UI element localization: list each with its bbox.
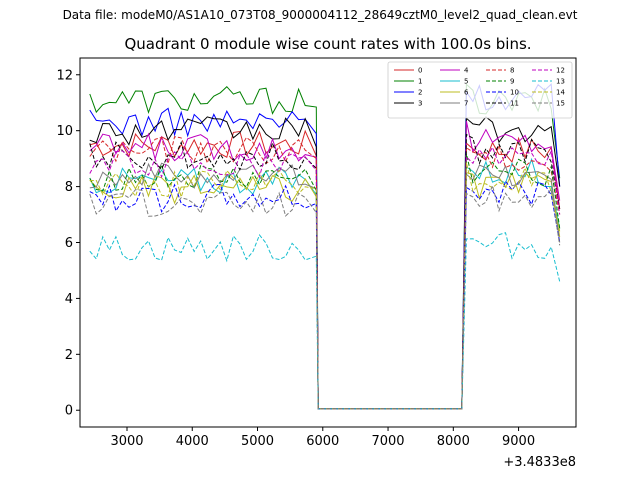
legend-label-6: 6 bbox=[464, 89, 469, 97]
x-offset-label: +3.4833e8 bbox=[503, 455, 576, 470]
legend-label-2: 2 bbox=[418, 89, 422, 97]
y-tick-label: 6 bbox=[65, 236, 73, 251]
series-line-13 bbox=[89, 232, 561, 410]
x-tick-label: 7000 bbox=[371, 434, 404, 449]
legend-label-4: 4 bbox=[464, 67, 469, 75]
legend-label-12: 12 bbox=[556, 67, 565, 75]
legend-label-11: 11 bbox=[510, 100, 519, 108]
y-tick-label: 2 bbox=[65, 348, 73, 363]
x-tick-label: 6000 bbox=[306, 434, 339, 449]
y-tick-label: 4 bbox=[65, 292, 73, 307]
legend-label-15: 15 bbox=[556, 100, 565, 108]
legend-label-1: 1 bbox=[418, 78, 422, 86]
supertitle: Data file: modeM0/AS1A10_073T08_90000041… bbox=[62, 8, 578, 22]
x-tick-label: 9000 bbox=[502, 434, 535, 449]
x-tick-label: 5000 bbox=[241, 434, 274, 449]
series-line-4 bbox=[89, 120, 561, 410]
y-tick-label: 12 bbox=[56, 68, 73, 83]
legend-label-14: 14 bbox=[556, 89, 565, 97]
legend-label-7: 7 bbox=[464, 100, 468, 108]
series-line-9 bbox=[89, 153, 561, 410]
series-line-5 bbox=[89, 157, 561, 410]
x-tick-label: 3000 bbox=[110, 434, 143, 449]
y-tick-label: 0 bbox=[65, 404, 73, 419]
y-axis: 0 2 4 6 8 10 12 bbox=[56, 68, 80, 419]
series-line-15 bbox=[89, 183, 561, 410]
series-line-0 bbox=[89, 129, 561, 410]
legend-label-3: 3 bbox=[418, 100, 422, 108]
x-axis: 3000 4000 5000 6000 7000 8000 9000 bbox=[110, 427, 535, 449]
legend-label-0: 0 bbox=[418, 67, 422, 75]
legend-frame bbox=[387, 61, 573, 119]
y-tick-label: 10 bbox=[56, 124, 73, 139]
series-line-10 bbox=[89, 180, 561, 410]
chart-title: Quadrant 0 module wise count rates with … bbox=[124, 35, 531, 53]
legend-label-13: 13 bbox=[556, 78, 565, 86]
legend-label-8: 8 bbox=[510, 67, 514, 75]
y-tick-label: 8 bbox=[65, 180, 73, 195]
series-line-6 bbox=[89, 171, 561, 410]
series-layer bbox=[89, 83, 561, 410]
series-line-14 bbox=[89, 162, 561, 410]
legend-label-9: 9 bbox=[510, 78, 514, 86]
series-line-11 bbox=[89, 133, 561, 410]
x-tick-label: 8000 bbox=[437, 434, 470, 449]
series-line-3 bbox=[89, 116, 561, 410]
series-line-8 bbox=[89, 136, 561, 410]
legend-label-5: 5 bbox=[464, 78, 468, 86]
series-line-12 bbox=[89, 146, 561, 410]
legend-label-10: 10 bbox=[510, 89, 519, 97]
x-tick-label: 4000 bbox=[176, 434, 209, 449]
